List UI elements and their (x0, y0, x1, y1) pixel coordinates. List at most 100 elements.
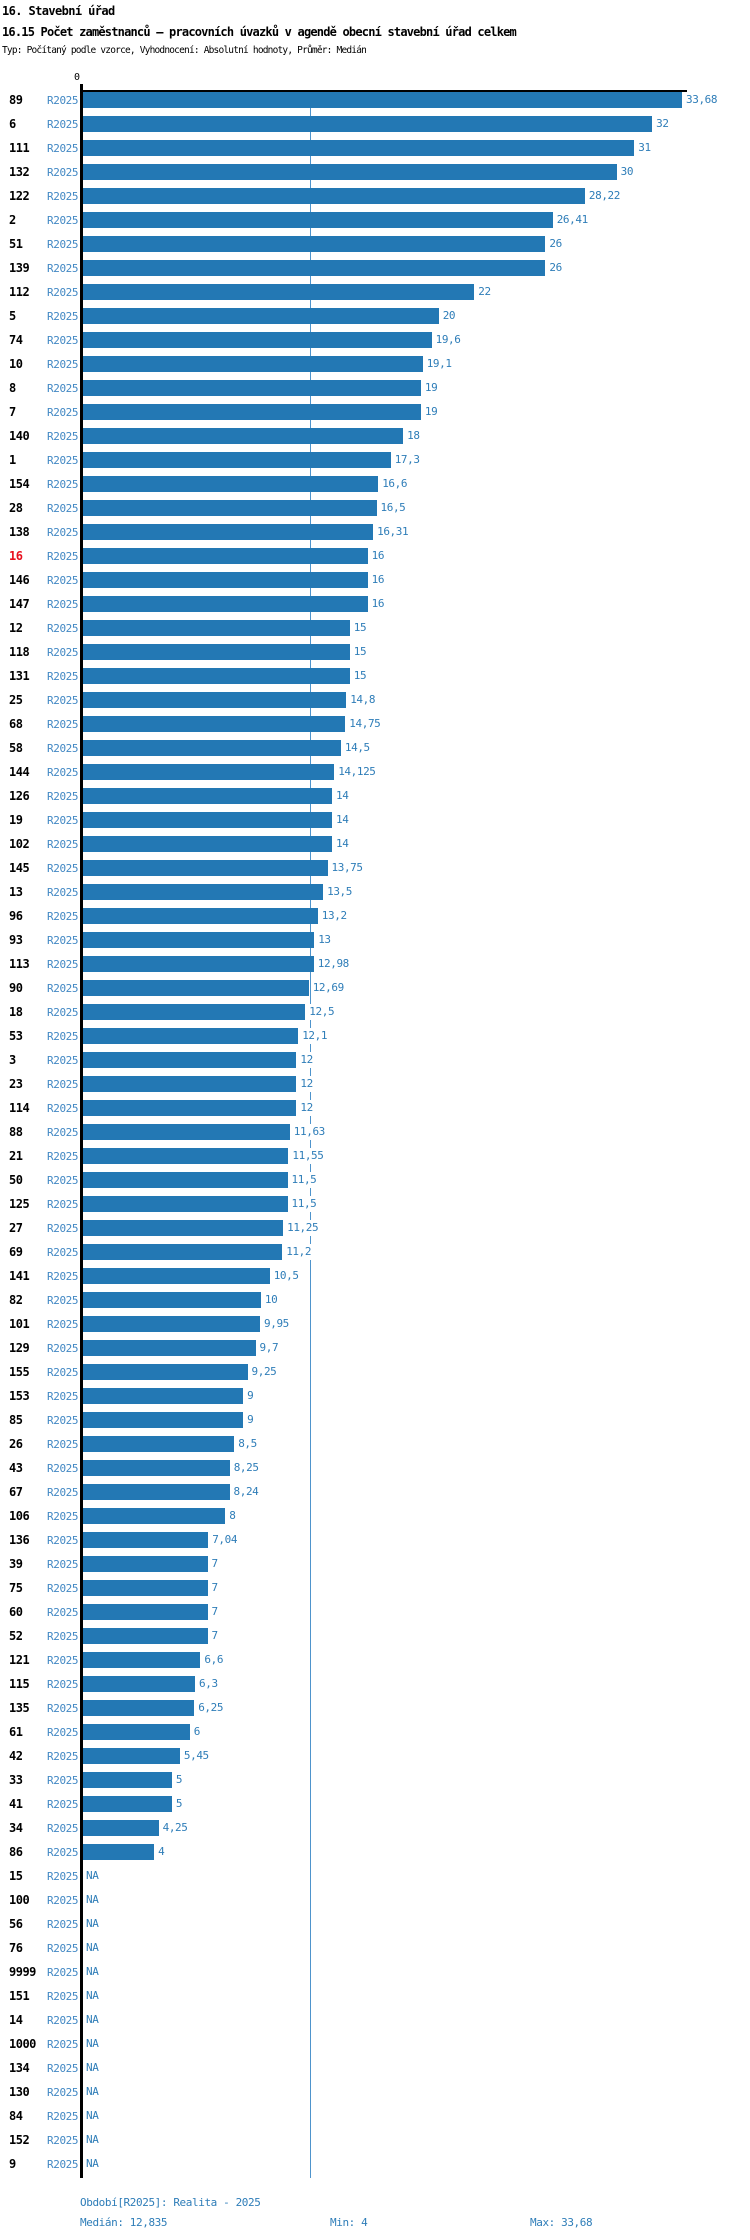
row-bar-area: 11,5 (83, 1172, 750, 1188)
bar (83, 1340, 256, 1356)
chart-row: 15 R2025 NA (0, 1864, 750, 1888)
row-series-label: R2025 (47, 165, 79, 179)
row-series-label: R2025 (47, 2157, 79, 2171)
chart-row: 141 R2025 10,5 (0, 1264, 750, 1288)
row-series-label: R2025 (47, 621, 79, 635)
row-bar-area: NA (83, 1892, 750, 1908)
chart-row: 126 R2025 14 (0, 784, 750, 808)
chart-row: 147 R2025 16 (0, 592, 750, 616)
bar-value-label: 12 (298, 1052, 315, 1068)
bar-value-label: 14,8 (348, 692, 378, 708)
row-series-label: R2025 (47, 645, 79, 659)
chart-row: 140 R2025 18 (0, 424, 750, 448)
bar (83, 332, 432, 348)
row-id-label: 1000 (9, 2037, 36, 2051)
bar (83, 1748, 180, 1764)
row-series-label: R2025 (47, 1077, 79, 1091)
row-id-label: 43 (9, 1461, 23, 1475)
bar (83, 1316, 260, 1332)
chart-row: 90 R2025 12,69 (0, 976, 750, 1000)
section-title: 16. Stavební úřad (2, 4, 115, 18)
row-bar-area: 19 (83, 404, 750, 420)
row-bar-area: 11,5 (83, 1196, 750, 1212)
row-series-label: R2025 (47, 1437, 79, 1451)
row-series-label: R2025 (47, 1125, 79, 1139)
bar-value-label: 14 (334, 836, 351, 852)
row-bar-area: 11,25 (83, 1220, 750, 1236)
row-bar-area: 9 (83, 1412, 750, 1428)
chart-row: 154 R2025 16,6 (0, 472, 750, 496)
row-bar-area: 12,5 (83, 1004, 750, 1020)
row-id-label: 33 (9, 1773, 23, 1787)
row-id-label: 13 (9, 885, 23, 899)
row-bar-area: 14 (83, 836, 750, 852)
na-label: NA (84, 1940, 101, 1956)
chart-row: 19 R2025 14 (0, 808, 750, 832)
row-series-label: R2025 (47, 333, 79, 347)
row-id-label: 113 (9, 957, 30, 971)
row-series-label: R2025 (47, 1245, 79, 1259)
row-series-label: R2025 (47, 837, 79, 851)
bar (83, 140, 635, 156)
row-series-label: R2025 (47, 1365, 79, 1379)
bar (83, 1436, 235, 1452)
row-bar-area: 14 (83, 788, 750, 804)
chart-row: 8 R2025 19 (0, 376, 750, 400)
bar-value-label: 7,04 (210, 1532, 240, 1548)
row-bar-area: 8,25 (83, 1460, 750, 1476)
row-id-label: 1 (9, 453, 16, 467)
bar-value-label: 12,1 (300, 1028, 330, 1044)
bar (83, 1244, 283, 1260)
chart-row: 100 R2025 NA (0, 1888, 750, 1912)
row-id-label: 136 (9, 1533, 30, 1547)
bar (83, 428, 404, 444)
chart-row: 56 R2025 NA (0, 1912, 750, 1936)
row-id-label: 126 (9, 789, 30, 803)
chart-row: 86 R2025 4 (0, 1840, 750, 1864)
bar (83, 860, 328, 876)
bar (83, 1532, 209, 1548)
na-label: NA (84, 1916, 101, 1932)
row-bar-area: 12 (83, 1052, 750, 1068)
row-id-label: 93 (9, 933, 23, 947)
row-series-label: R2025 (47, 861, 79, 875)
row-series-label: R2025 (47, 885, 79, 899)
bar (83, 1460, 230, 1476)
row-series-label: R2025 (47, 357, 79, 371)
row-id-label: 122 (9, 189, 30, 203)
row-id-label: 88 (9, 1125, 23, 1139)
row-series-label: R2025 (47, 669, 79, 683)
bar-value-label: 9,25 (249, 1364, 279, 1380)
row-id-label: 56 (9, 1917, 23, 1931)
row-bar-area: 9,95 (83, 1316, 750, 1332)
bar-value-label: 17,3 (392, 452, 422, 468)
bar-value-label: 9 (245, 1412, 256, 1428)
bar (83, 1796, 172, 1812)
row-id-label: 153 (9, 1389, 30, 1403)
row-series-label: R2025 (47, 1677, 79, 1691)
row-id-label: 132 (9, 165, 30, 179)
row-id-label: 18 (9, 1005, 23, 1019)
row-series-label: R2025 (47, 525, 79, 539)
chart-row: 106 R2025 8 (0, 1504, 750, 1528)
chart-row: 60 R2025 7 (0, 1600, 750, 1624)
bar (83, 1820, 159, 1836)
row-bar-area: NA (83, 2060, 750, 2076)
chart-row: 155 R2025 9,25 (0, 1360, 750, 1384)
row-id-label: 86 (9, 1845, 23, 1859)
na-label: NA (84, 2132, 101, 2148)
bar (83, 620, 350, 636)
chart-row: 13 R2025 13,5 (0, 880, 750, 904)
chart-row: 130 R2025 NA (0, 2080, 750, 2104)
bar (83, 500, 377, 516)
na-label: NA (84, 2156, 101, 2172)
row-id-label: 53 (9, 1029, 23, 1043)
row-id-label: 141 (9, 1269, 30, 1283)
row-series-label: R2025 (47, 501, 79, 515)
chart-row: 118 R2025 15 (0, 640, 750, 664)
row-id-label: 96 (9, 909, 23, 923)
bar (83, 692, 347, 708)
chart-row: 93 R2025 13 (0, 928, 750, 952)
row-bar-area: 20 (83, 308, 750, 324)
row-id-label: 68 (9, 717, 23, 731)
